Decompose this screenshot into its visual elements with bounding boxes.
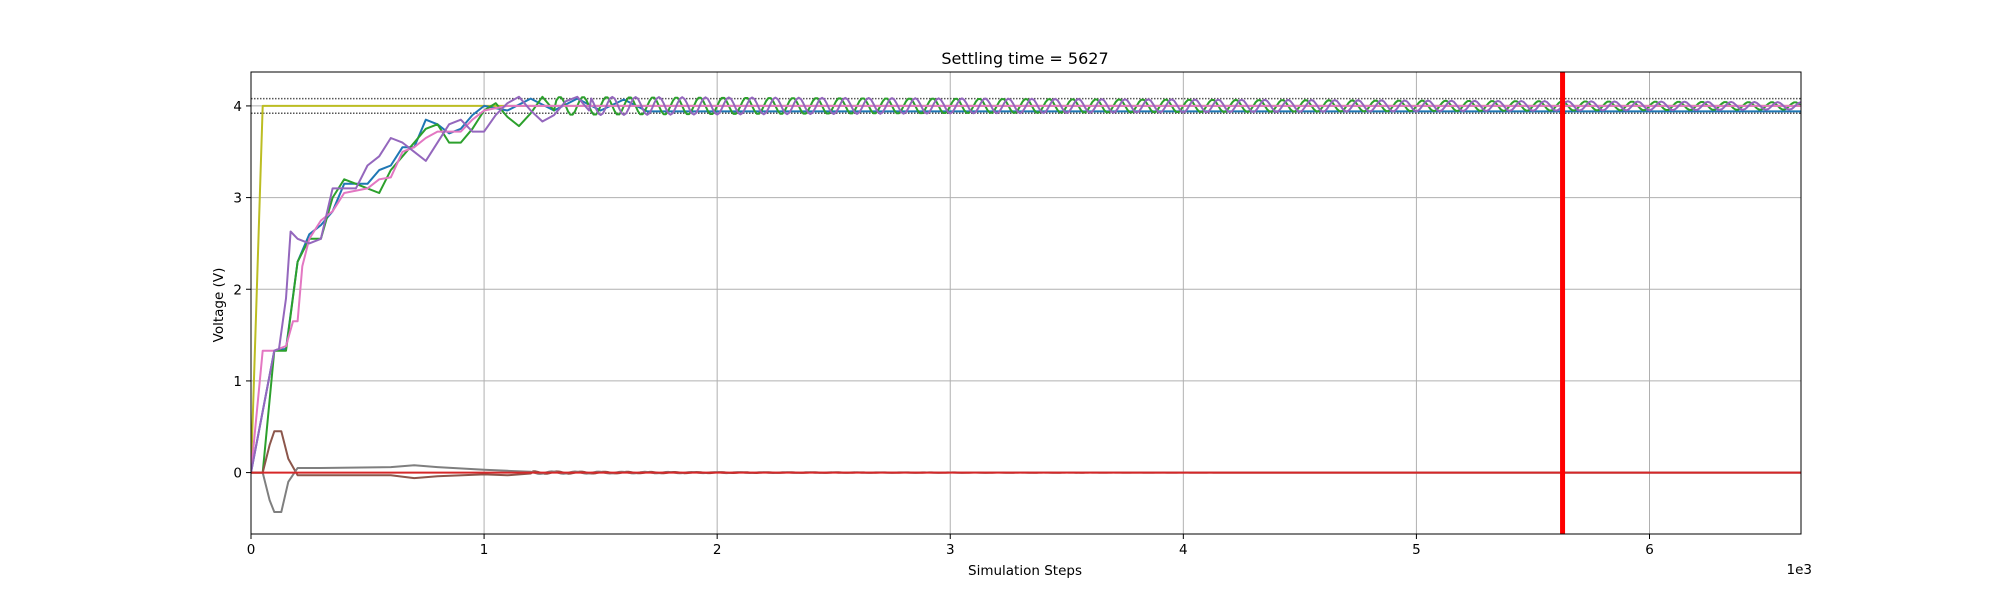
y-tick-label: 3 [233,191,242,207]
plot-frame [250,71,1802,535]
y-tick-label: 0 [233,466,242,482]
x-tick-label: 6 [1645,542,1654,558]
grid [250,72,1801,534]
x-tick-label: 4 [1179,542,1188,558]
series-line [251,95,1801,473]
chart-title: Settling time = 5627 [941,49,1108,68]
y-tick-label: 2 [233,282,242,298]
x-offset-label: 1e3 [1787,562,1812,578]
series-line [251,97,1801,473]
x-tick-label: 2 [713,542,722,558]
y-tick-label: 4 [233,99,242,115]
series-line [251,104,1801,473]
x-axis-label: Simulation Steps [968,563,1082,579]
x-tick-label: 5 [1412,542,1421,558]
plot-area [251,72,1801,534]
x-tick-label: 0 [247,542,256,558]
series-line [251,430,1801,480]
x-tick-label: 3 [946,542,955,558]
y-tick-label: 1 [233,374,242,390]
x-tick-label: 1 [480,542,489,558]
y-axis-label: Voltage (V) [211,268,227,343]
axis-ticks: 0 1 2 3 4 5 6 0 1 2 3 4 [233,99,1653,558]
series-line [251,95,1801,474]
